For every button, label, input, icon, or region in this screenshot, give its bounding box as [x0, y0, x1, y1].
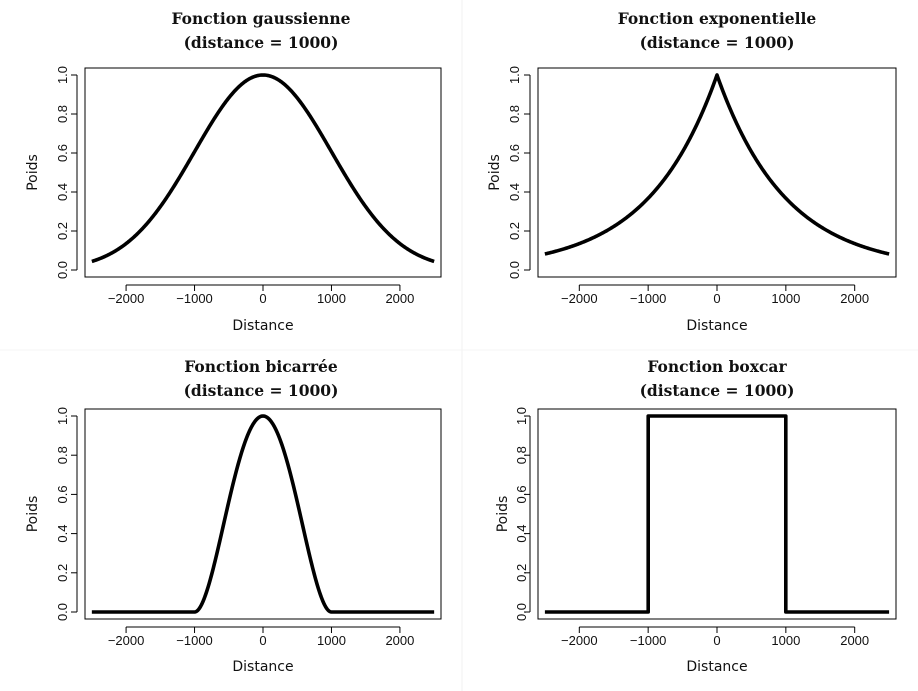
- plot-frame: [84, 408, 442, 620]
- chart-exponential: Fonction exponentielle (distance = 1000) −…: [487, 9, 897, 334]
- plot-frame: [537, 408, 897, 620]
- x-axis-label: Distance: [232, 659, 293, 675]
- plot-frame: [84, 67, 442, 278]
- x-tick-label: 1000: [317, 633, 346, 648]
- series-line: [90, 414, 436, 614]
- series-line: [543, 73, 891, 256]
- y-tick-label: 0.6: [514, 485, 529, 503]
- y-axis-label: Poids: [25, 496, 41, 533]
- y-tick-label: 0.4: [55, 525, 70, 543]
- chart-subtitle: (distance = 1000): [184, 33, 339, 52]
- y-tick-label: 0.0: [55, 261, 70, 279]
- x-tick-label: 2000: [840, 633, 869, 648]
- chart-title: Fonction boxcar: [647, 357, 787, 376]
- x-tick-label: −2000: [108, 291, 145, 306]
- y-tick-label: 0.8: [514, 446, 529, 464]
- series-line: [90, 73, 436, 264]
- y-tick-label: 0.4: [55, 183, 70, 201]
- chart-title: Fonction bicarrée: [184, 357, 338, 376]
- chart-boxcar: Fonction boxcar (distance = 1000) −2000 −10…: [495, 357, 897, 675]
- x-tick-label: −1000: [630, 291, 667, 306]
- x-tick-label: 1000: [317, 291, 346, 306]
- y-tick-label: 0.2: [507, 222, 522, 240]
- y-tick-label: 0.2: [55, 564, 70, 582]
- y-tick-label: 0.8: [55, 446, 70, 464]
- chart-subtitle: (distance = 1000): [640, 381, 795, 400]
- chart-subtitle: (distance = 1000): [640, 33, 795, 52]
- chart-gaussian: Fonction gaussienne (distance = 1000) −200…: [25, 9, 442, 334]
- chart-panels: Fonction gaussienne (distance = 1000) −200…: [25, 9, 897, 675]
- chart-title: Fonction exponentielle: [618, 9, 817, 28]
- x-tick-label: 0: [259, 291, 266, 306]
- x-tick-label: 2000: [840, 291, 869, 306]
- x-axis-label: Distance: [232, 318, 293, 334]
- x-tick-label: 2000: [385, 633, 414, 648]
- x-tick-label: 2000: [385, 291, 414, 306]
- y-tick-label: 0.6: [55, 485, 70, 503]
- x-tick-label: 0: [259, 633, 266, 648]
- x-tick-label: 0: [713, 633, 720, 648]
- y-tick-label: 0.8: [55, 105, 70, 123]
- x-tick-label: 1000: [771, 633, 800, 648]
- chart-subtitle: (distance = 1000): [184, 381, 339, 400]
- y-tick-label: 0.0: [55, 603, 70, 621]
- y-tick-label: 0.6: [55, 144, 70, 162]
- x-tick-label: −2000: [108, 633, 145, 648]
- x-tick-label: −1000: [176, 633, 213, 648]
- chart-title: Fonction gaussienne: [171, 9, 350, 28]
- series-line: [544, 414, 890, 614]
- y-tick-label: 0.6: [507, 144, 522, 162]
- y-tick-label: 1.0: [507, 66, 522, 84]
- y-tick-label: 0.2: [55, 222, 70, 240]
- y-tick-label: 0.0: [507, 261, 522, 279]
- x-axis-label: Distance: [686, 318, 747, 334]
- y-tick-label: 0.2: [514, 564, 529, 582]
- y-tick-label: 0.4: [514, 525, 529, 543]
- y-tick-label: 1.0: [514, 407, 529, 425]
- y-tick-label: 0.8: [507, 105, 522, 123]
- y-tick-label: 1.0: [55, 407, 70, 425]
- x-tick-label: 0: [713, 291, 720, 306]
- x-tick-label: −2000: [561, 291, 598, 306]
- y-axis-label: Poids: [25, 154, 41, 191]
- y-axis-label: Poids: [495, 496, 511, 533]
- y-axis-label: Poids: [487, 154, 503, 191]
- x-axis-label: Distance: [686, 659, 747, 675]
- x-tick-label: 1000: [771, 291, 800, 306]
- x-tick-label: −2000: [561, 633, 598, 648]
- y-tick-label: 0.4: [507, 183, 522, 201]
- plot-frame: [537, 67, 897, 278]
- chart-bisquare: Fonction bicarrée (distance = 1000) −2000 −…: [25, 357, 442, 675]
- y-tick-label: 1.0: [55, 66, 70, 84]
- y-tick-label: 0.0: [514, 603, 529, 621]
- x-tick-label: −1000: [630, 633, 667, 648]
- x-tick-label: −1000: [176, 291, 213, 306]
